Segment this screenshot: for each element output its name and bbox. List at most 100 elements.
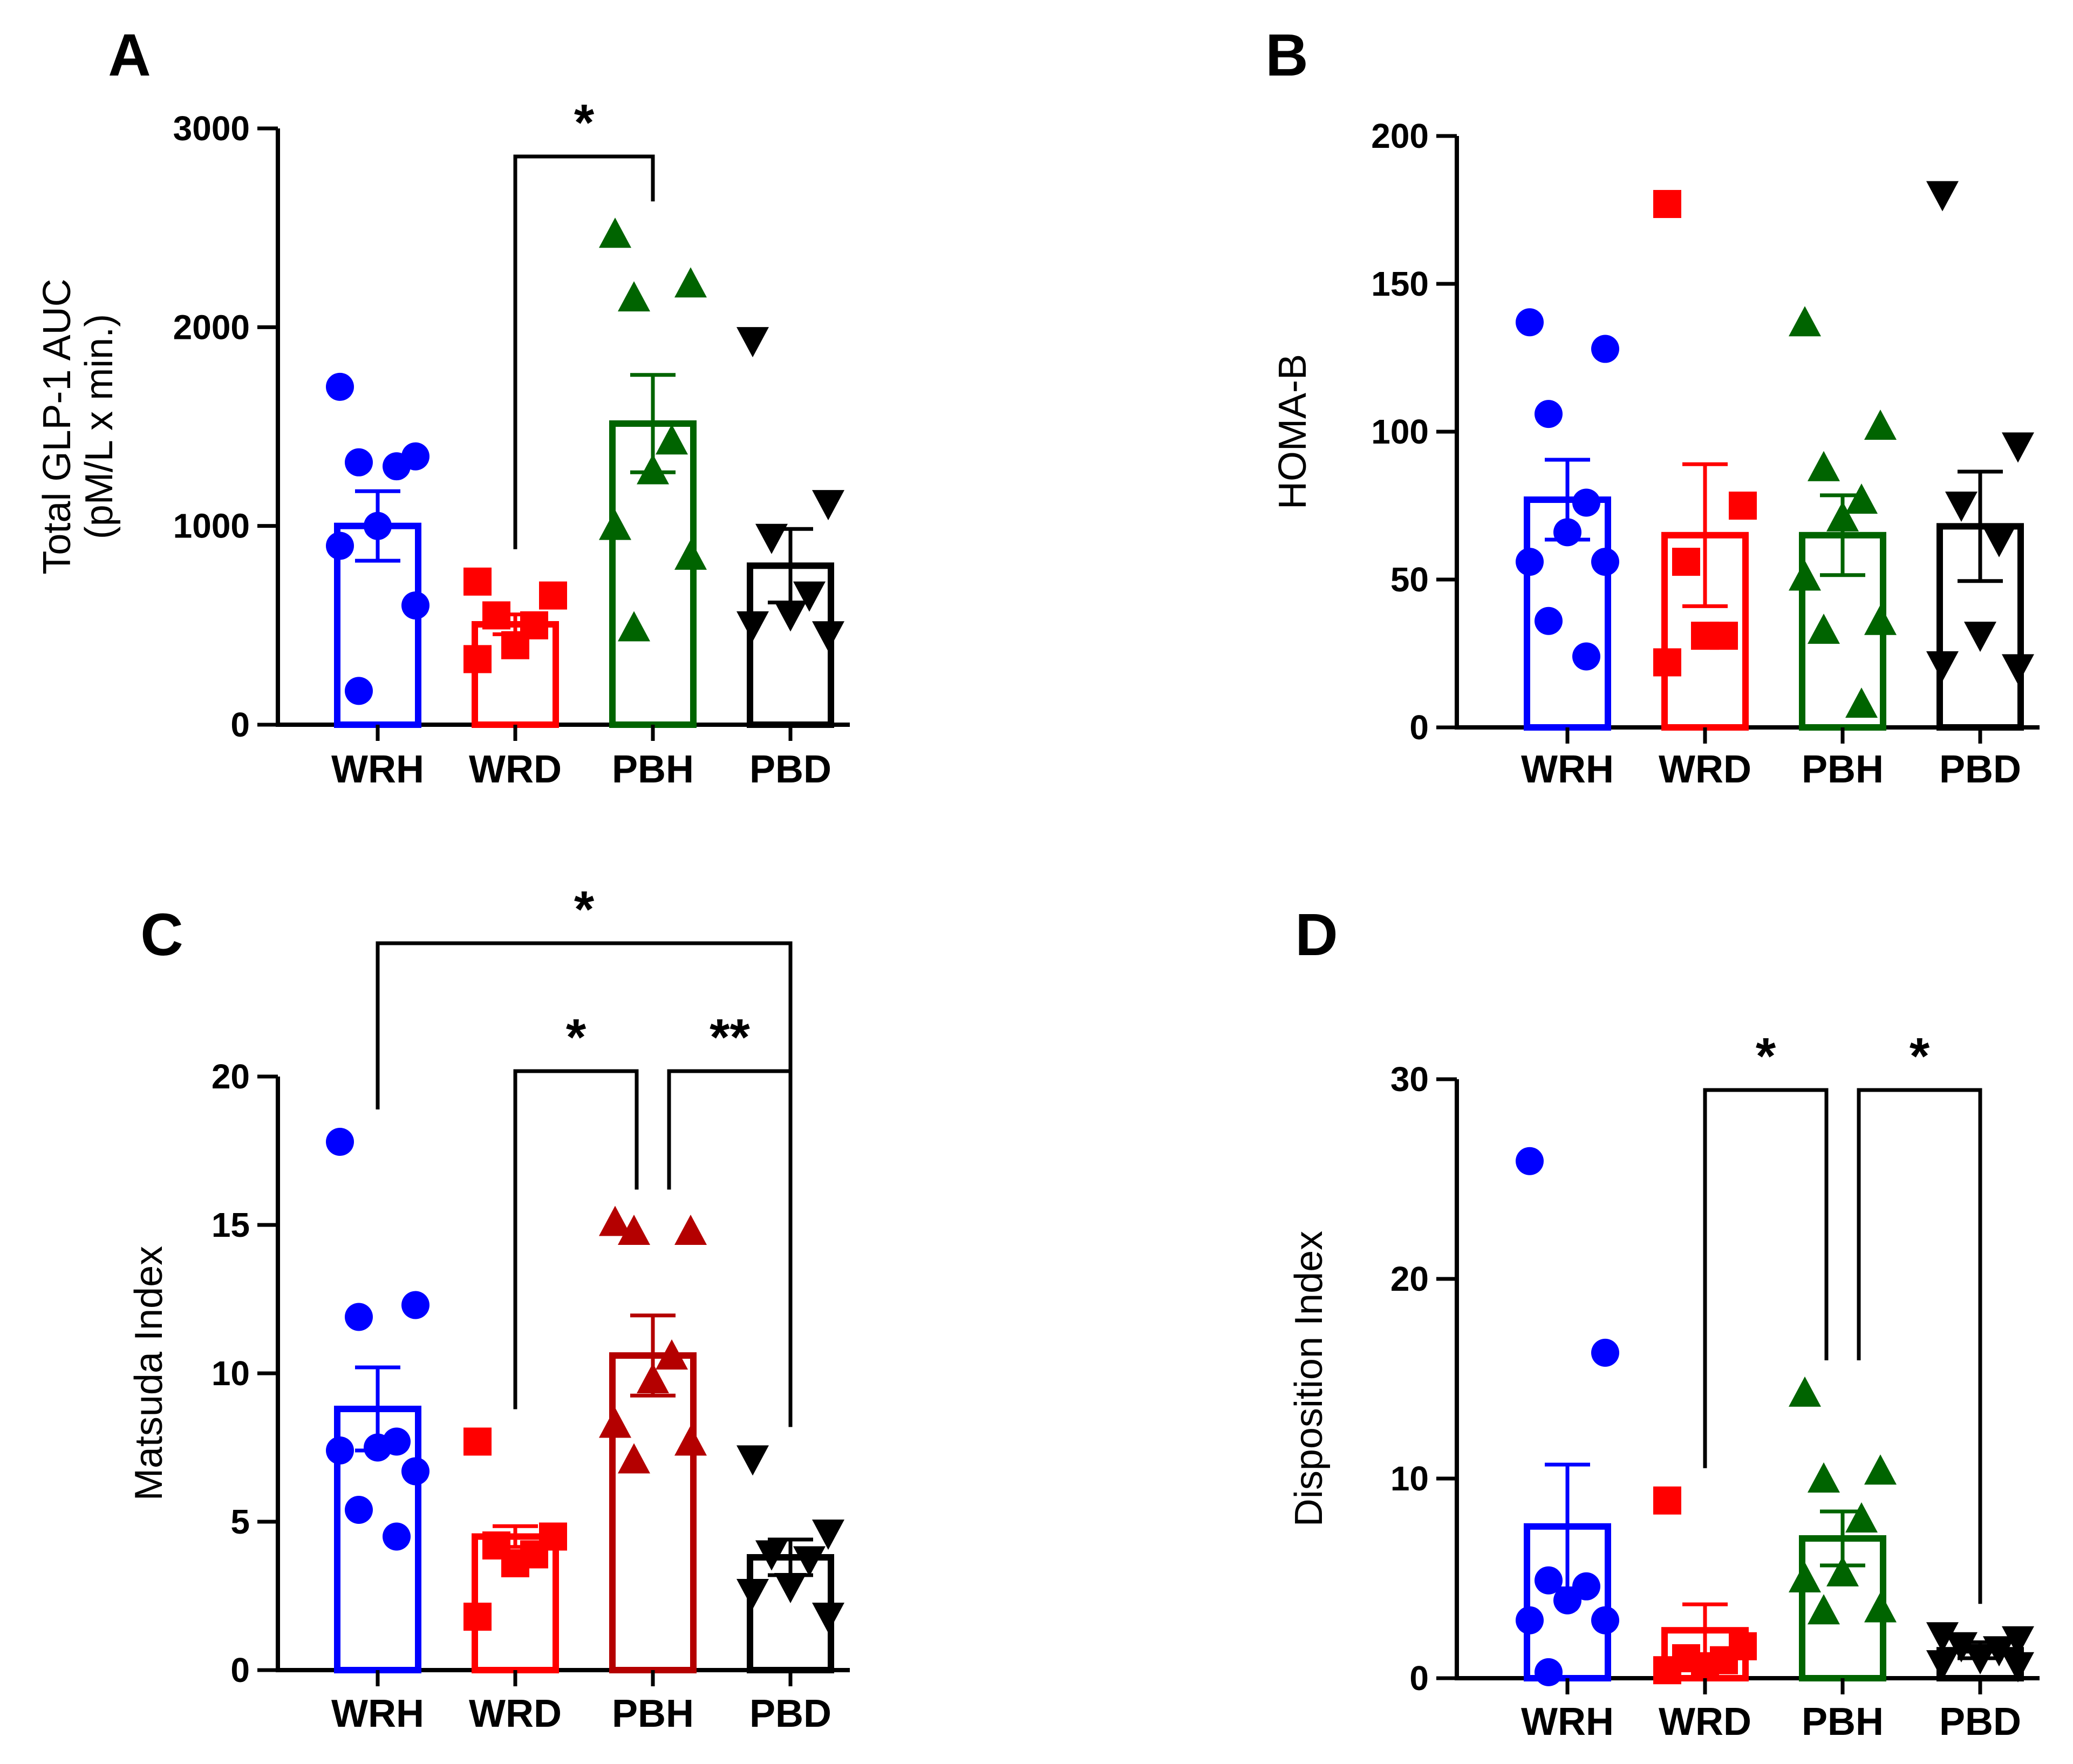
significance-bracket	[513, 1069, 639, 1409]
data-point	[1789, 1562, 1821, 1592]
data-point	[463, 567, 492, 596]
data-point	[812, 621, 844, 652]
y-tick-label: 1000	[173, 507, 250, 546]
y-tick-label: 150	[1371, 264, 1429, 303]
data-point	[674, 1425, 707, 1456]
x-tick-label: PBH	[1802, 748, 1884, 791]
data-point	[1845, 1502, 1878, 1533]
data-point	[2002, 432, 2034, 463]
data-point	[599, 1407, 631, 1438]
significance-label: *	[574, 94, 595, 152]
data-point	[463, 645, 492, 673]
x-tick-label: PBD	[1939, 1700, 2021, 1743]
data-point	[812, 1603, 844, 1633]
data-point	[1945, 1632, 1977, 1663]
data-point	[1535, 1658, 1563, 1686]
significance-label: *	[1756, 1027, 1776, 1085]
data-point	[599, 217, 631, 248]
data-point	[1591, 1606, 1619, 1634]
data-point	[618, 1215, 650, 1245]
y-axis-label: Disposition Index	[1287, 1231, 1331, 1527]
significance-label: **	[710, 1009, 750, 1066]
data-point	[463, 1427, 492, 1456]
y-axis-label: Total GLP-1 AUC(pM/L x min.)	[36, 278, 121, 574]
data-point	[1808, 451, 1840, 481]
data-point	[1845, 483, 1878, 514]
data-point	[1926, 181, 1959, 212]
significance-bracket	[513, 154, 655, 549]
data-point	[1983, 1636, 2015, 1667]
y-tick-label: 50	[1390, 560, 1429, 599]
data-point	[1653, 648, 1681, 677]
y-axis-label: HOMA-B	[1271, 354, 1314, 509]
data-point	[755, 523, 788, 554]
y-tick-label: 20	[1390, 1259, 1429, 1298]
data-point	[755, 1540, 788, 1571]
x-tick-label: PBH	[612, 1692, 694, 1735]
significance-bracket	[376, 941, 793, 1427]
data-point	[737, 1445, 769, 1476]
panel-label: D	[1295, 902, 1338, 968]
y-tick-label: 0	[230, 705, 250, 744]
data-point	[1826, 1556, 1859, 1586]
data-point	[345, 448, 373, 476]
data-point	[326, 1128, 354, 1156]
y-tick-label: 10	[212, 1354, 250, 1393]
data-point	[383, 452, 411, 481]
x-tick-label: WRH	[331, 1692, 424, 1735]
data-point	[1591, 335, 1619, 363]
data-point	[1691, 1652, 1719, 1680]
panel-b: B 0 50 100 150 200 HOMA-B WRH WRD PBH PBD	[1265, 22, 2040, 791]
data-point	[1553, 1586, 1581, 1615]
y-tick-label: 100	[1371, 412, 1429, 451]
data-point	[401, 1291, 429, 1319]
data-point	[618, 611, 650, 642]
data-point	[1516, 1147, 1544, 1175]
x-tick-label: PBD	[749, 1692, 831, 1735]
data-point	[1864, 1592, 1897, 1623]
data-point	[1516, 548, 1544, 576]
y-axis-label-line: Disposition Index	[1287, 1231, 1331, 1527]
data-point	[1653, 190, 1681, 219]
x-tick-label: WRD	[469, 1692, 562, 1735]
y-tick-label: 0	[1409, 1659, 1429, 1698]
significance-bracket	[1857, 1088, 1982, 1604]
data-point	[1535, 1566, 1563, 1595]
data-point	[1653, 1486, 1681, 1515]
data-point	[345, 677, 373, 705]
data-point	[1789, 1376, 1821, 1407]
data-point	[1516, 308, 1544, 337]
data-point	[501, 1549, 529, 1577]
data-point	[1926, 1650, 1959, 1681]
y-tick-label: 10	[1390, 1459, 1429, 1498]
data-point	[674, 267, 707, 298]
x-tick-label: WRH	[1521, 1700, 1614, 1743]
data-point	[326, 532, 354, 560]
x-tick-label: WRD	[1659, 1700, 1751, 1743]
data-point	[618, 1443, 650, 1474]
panel-label: A	[108, 22, 151, 88]
data-point	[1808, 1594, 1840, 1625]
data-point	[1845, 687, 1878, 718]
data-point	[1926, 1622, 1959, 1653]
data-point	[1964, 622, 1996, 652]
x-tick-label: WRD	[1659, 748, 1751, 791]
data-point	[1691, 622, 1719, 650]
data-point	[656, 1339, 688, 1370]
y-tick-label: 2000	[173, 308, 250, 346]
data-point	[1808, 614, 1840, 644]
data-point	[812, 490, 844, 521]
data-point	[326, 372, 354, 401]
y-axis-label-line: Total GLP-1 AUC	[36, 278, 79, 574]
data-point	[401, 591, 429, 619]
data-point	[1591, 1338, 1619, 1367]
data-point	[1826, 501, 1859, 532]
data-point	[1516, 1606, 1544, 1634]
significance-label: *	[574, 881, 595, 938]
panel-label: C	[140, 902, 183, 968]
panel-d: D 0 10 20 30 Disposition Index WRH WRD PBH PBD * *	[1287, 902, 2040, 1743]
data-point	[401, 1457, 429, 1486]
data-point	[599, 509, 631, 540]
data-point	[1864, 1454, 1897, 1485]
